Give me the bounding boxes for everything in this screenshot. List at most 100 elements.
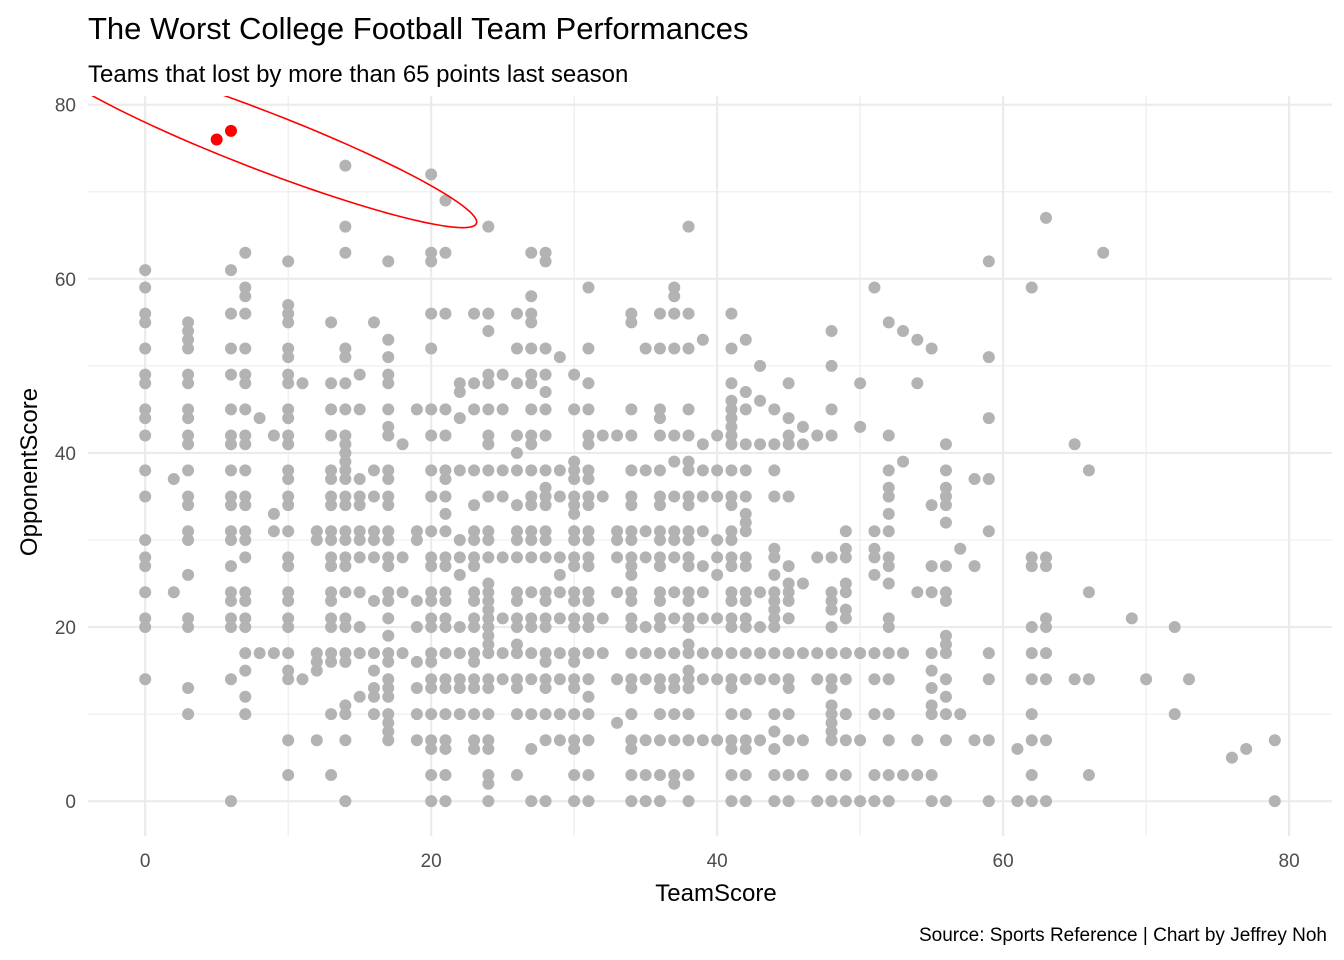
data-point <box>653 429 666 442</box>
data-point <box>282 351 295 364</box>
data-point <box>239 594 252 607</box>
data-point <box>811 429 824 442</box>
data-point <box>425 673 438 686</box>
data-point <box>582 690 595 703</box>
data-point <box>682 673 695 686</box>
data-point <box>568 673 581 686</box>
data-point <box>825 359 838 372</box>
data-point <box>668 647 681 660</box>
data-point <box>868 551 881 564</box>
data-point <box>425 490 438 503</box>
data-point <box>682 795 695 808</box>
data-point <box>510 534 523 546</box>
data-point <box>525 647 538 660</box>
data-point <box>382 377 395 390</box>
data-point <box>410 655 423 668</box>
data-point <box>668 534 681 546</box>
data-point <box>310 655 323 668</box>
data-point <box>582 377 595 390</box>
data-point <box>653 586 666 599</box>
data-point <box>182 377 195 390</box>
data-point <box>539 490 552 503</box>
data-point <box>1268 795 1281 808</box>
data-point <box>267 647 280 660</box>
data-point <box>510 446 523 459</box>
data-point <box>382 629 395 642</box>
data-point <box>611 525 624 538</box>
data-point <box>568 455 581 468</box>
data-point <box>482 594 495 607</box>
data-point <box>568 473 581 486</box>
data-point <box>539 342 552 355</box>
data-point <box>539 481 552 494</box>
data-point <box>353 690 366 703</box>
data-point <box>768 464 781 477</box>
data-point <box>224 438 237 451</box>
data-point <box>439 742 452 755</box>
data-point <box>539 655 552 668</box>
data-point <box>425 560 438 573</box>
data-point <box>282 621 295 634</box>
data-point <box>725 560 738 573</box>
data-point <box>239 621 252 634</box>
data-point <box>239 586 252 599</box>
data-point <box>468 734 481 747</box>
data-point <box>139 464 152 477</box>
data-point <box>739 594 752 607</box>
data-point <box>139 377 152 390</box>
data-point <box>939 734 952 747</box>
data-point <box>439 795 452 808</box>
data-point <box>353 499 366 512</box>
data-point <box>325 560 338 573</box>
data-point <box>224 594 237 607</box>
data-point <box>439 403 452 416</box>
data-point <box>410 682 423 694</box>
data-point <box>768 586 781 599</box>
data-point <box>839 603 852 616</box>
data-point <box>825 734 838 747</box>
data-point <box>668 455 681 468</box>
data-point <box>711 464 724 477</box>
data-point <box>139 281 152 294</box>
data-point <box>439 246 452 259</box>
data-point <box>811 647 824 660</box>
data-point <box>939 481 952 494</box>
data-point <box>582 438 595 451</box>
data-point <box>224 499 237 512</box>
data-point <box>582 342 595 355</box>
data-point <box>711 612 724 625</box>
data-point <box>611 534 624 546</box>
data-point <box>939 438 952 451</box>
data-point <box>568 499 581 512</box>
data-point <box>939 673 952 686</box>
data-point <box>325 490 338 503</box>
data-point <box>239 499 252 512</box>
data-point <box>425 769 438 782</box>
data-point <box>839 525 852 538</box>
data-point <box>382 429 395 442</box>
data-point <box>653 464 666 477</box>
data-point <box>525 795 538 808</box>
data-point <box>739 507 752 520</box>
data-point <box>453 534 466 546</box>
data-point <box>711 734 724 747</box>
data-point <box>782 769 795 782</box>
data-point <box>582 621 595 634</box>
data-point <box>625 568 638 581</box>
data-point <box>468 682 481 694</box>
data-point <box>854 647 867 660</box>
data-point <box>868 542 881 555</box>
data-point <box>1183 673 1196 686</box>
data-point <box>239 708 252 721</box>
data-point <box>625 499 638 512</box>
data-point <box>453 673 466 686</box>
x-tick-label: 40 <box>707 851 728 872</box>
data-point <box>282 594 295 607</box>
data-point <box>367 690 380 703</box>
data-point <box>725 742 738 755</box>
data-point <box>739 708 752 721</box>
data-point <box>510 682 523 694</box>
data-point <box>539 621 552 634</box>
data-point <box>739 516 752 529</box>
data-point <box>510 647 523 660</box>
